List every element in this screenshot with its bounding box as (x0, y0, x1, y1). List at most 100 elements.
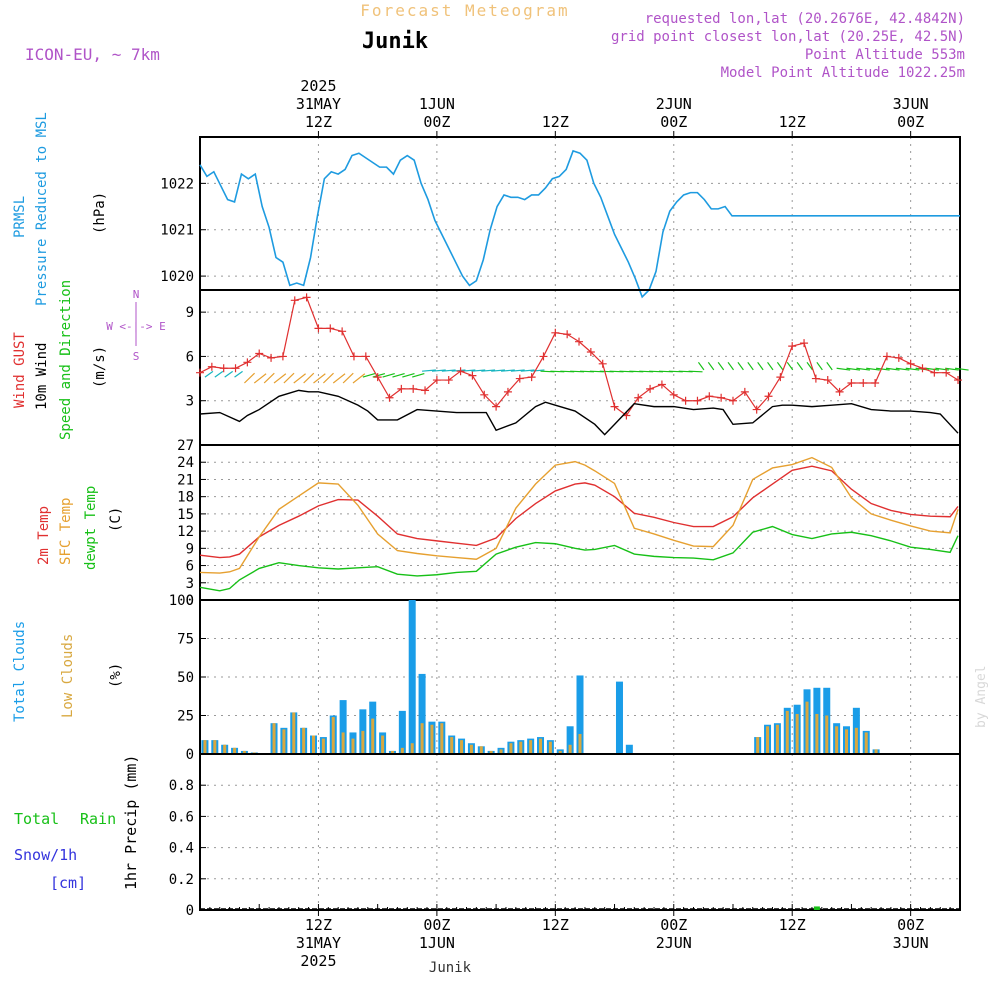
compass-n: N (133, 288, 140, 301)
gust-marker (882, 352, 891, 361)
wind-arrow (806, 361, 813, 371)
gust-marker (800, 339, 809, 348)
low-cloud-bar (874, 749, 878, 754)
time-label-bottom: 2025 (300, 952, 336, 970)
wind-arrow (491, 369, 506, 372)
gust-marker (823, 376, 832, 385)
point-altitude: Point Altitude 553m (805, 47, 965, 63)
gust-marker (847, 379, 856, 387)
low-cloud-bar (282, 729, 286, 754)
wind-arrow (313, 373, 326, 384)
gust-marker (551, 328, 560, 337)
precip-label-total: Total (14, 810, 59, 828)
wind-arrow (885, 367, 900, 371)
gust-marker (480, 390, 489, 399)
gust-marker (894, 353, 903, 362)
wind-arrow (342, 372, 354, 384)
temp-2m-line (199, 465, 959, 559)
gust-marker (515, 374, 524, 383)
wind-arrow (945, 367, 959, 371)
wind-arrow (816, 361, 823, 371)
wind-arrow (204, 370, 214, 378)
model-altitude: Model Point Altitude 1022.25m (721, 65, 965, 81)
panel-frame (199, 444, 961, 601)
gust-marker (871, 379, 880, 387)
temp-dewpt-line (199, 525, 959, 592)
gust-marker (610, 402, 619, 411)
pressure-unit: (hPa) (92, 192, 108, 234)
clouds-unit: (%) (108, 663, 124, 688)
time-label-bottom: 3JUN (893, 934, 929, 952)
gust-marker (717, 393, 726, 402)
gust-marker (752, 405, 761, 414)
panel-frame (199, 289, 961, 446)
time-label-top: 00Z (660, 113, 687, 131)
wind-arrow (688, 370, 703, 373)
low-cloud-bar (578, 733, 582, 754)
gust-marker (409, 384, 418, 393)
gust-marker (397, 384, 406, 393)
wind-label-10m: 10m Wind (34, 343, 50, 410)
y-tick-label: 3 (186, 394, 194, 410)
gust-marker (539, 352, 548, 361)
gust-marker (575, 337, 584, 346)
wind-arrow (757, 361, 764, 371)
low-cloud-bar (272, 723, 276, 754)
clouds-label-total: Total Clouds (12, 621, 28, 722)
low-cloud-bar (351, 738, 355, 754)
time-label-top: 00Z (423, 113, 450, 131)
y-tick-label: 9 (186, 305, 194, 321)
wind-arrow (243, 372, 255, 384)
time-label-top: 3JUN (893, 95, 929, 113)
gust-marker (421, 386, 430, 395)
y-tick-label: 0.4 (169, 841, 194, 857)
wind-arrow (520, 369, 535, 372)
y-tick-label: 24 (177, 455, 194, 471)
wind-arrow (253, 373, 267, 384)
wind-arrow (332, 373, 346, 384)
wind-arrow (925, 367, 940, 371)
low-cloud-bar (203, 740, 207, 754)
y-tick-label: 18 (177, 490, 194, 506)
wind-label-gust: Wind GUST (12, 332, 28, 408)
gust-marker (681, 396, 690, 405)
time-label-top: 00Z (897, 113, 924, 131)
temp-label-2m: 2m Temp (36, 506, 52, 565)
low-cloud-bar (400, 747, 404, 754)
wind-arrow (412, 373, 425, 378)
gust-marker (207, 362, 216, 371)
wind-arrow (322, 372, 334, 384)
low-cloud-bar (321, 738, 325, 754)
wind-arrow (224, 370, 234, 378)
low-cloud-bar (509, 743, 513, 754)
low-cloud-bar (766, 726, 770, 754)
clouds-label-low: Low Clouds (60, 634, 76, 718)
low-cloud-bar (440, 723, 444, 754)
y-tick-label: 25 (177, 709, 194, 725)
gust-marker (302, 293, 311, 302)
time-label-bottom: 00Z (423, 916, 450, 934)
wind-arrow (866, 367, 880, 371)
gust-marker (219, 364, 228, 373)
wind-arrow (500, 369, 515, 372)
low-cloud-bar (233, 747, 237, 754)
gust-marker (527, 373, 536, 382)
low-cloud-bar (529, 740, 533, 754)
total-cloud-bar (398, 710, 406, 754)
y-tick-label: 27 (177, 438, 194, 454)
time-label-top: 2JUN (656, 95, 692, 113)
low-cloud-bar (430, 724, 434, 754)
low-cloud-bar (854, 727, 858, 754)
wind-arrow (510, 369, 525, 372)
wind-arrow (234, 370, 243, 378)
temp-sfc-line (199, 456, 959, 574)
y-tick-label: 1021 (160, 223, 194, 239)
wind-label-speeddir: Speed and Direction (58, 280, 74, 440)
wind-arrow (856, 367, 870, 371)
low-cloud-bar (390, 750, 394, 754)
gust-marker (788, 342, 797, 351)
wind-arrow (451, 369, 466, 372)
wind-arrow (382, 373, 395, 378)
low-cloud-bar (479, 746, 483, 754)
low-cloud-bar (499, 749, 503, 754)
